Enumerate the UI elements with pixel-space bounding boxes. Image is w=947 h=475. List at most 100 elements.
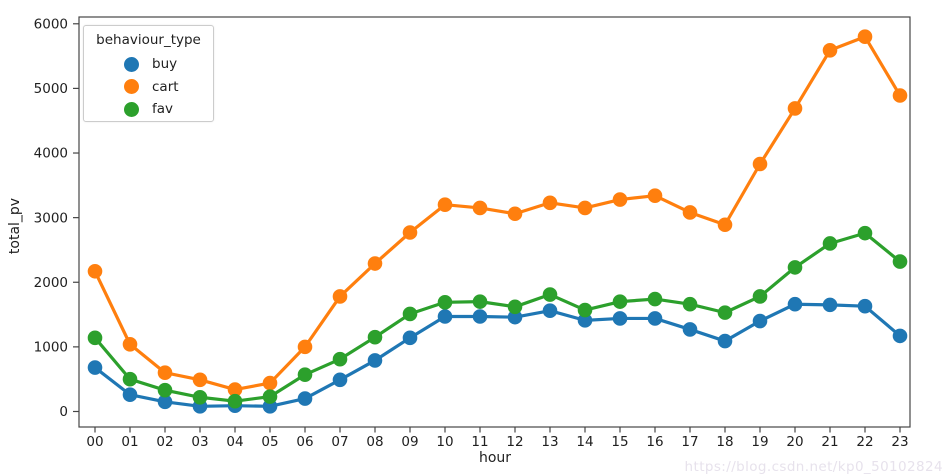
y-axis-label: total_pv [7, 197, 23, 255]
legend-item-cart: cart [84, 76, 213, 99]
point-fav-02 [157, 382, 173, 398]
x-tick-label: 22 [856, 434, 873, 450]
point-buy-02 [157, 394, 173, 410]
y-tick-label: 6000 [34, 16, 68, 32]
point-buy-07 [332, 372, 348, 388]
point-fav-08 [367, 329, 383, 345]
point-fav-05 [262, 389, 278, 404]
x-tick-label: 06 [296, 434, 313, 450]
point-cart-08 [367, 256, 383, 271]
x-tick-label: 21 [821, 434, 838, 450]
point-fav-16 [647, 291, 663, 307]
point-cart-16 [647, 188, 663, 203]
point-buy-20 [787, 296, 803, 312]
point-cart-05 [262, 375, 278, 391]
point-cart-09 [402, 225, 418, 240]
point-fav-11 [472, 294, 488, 309]
x-tick-label: 05 [261, 434, 278, 450]
point-fav-17 [682, 296, 698, 312]
point-cart-13 [542, 195, 558, 211]
x-tick-label: 04 [226, 434, 243, 450]
line-buy [93, 302, 902, 408]
point-buy-06 [297, 391, 313, 406]
legend-marker-buy [124, 56, 139, 72]
point-cart-15 [612, 192, 628, 207]
point-cart-17 [682, 205, 698, 220]
point-cart-20 [787, 101, 803, 116]
point-fav-15 [612, 294, 628, 309]
point-fav-07 [332, 351, 348, 367]
x-tick-label: 15 [611, 434, 628, 450]
legend-marker-fav [124, 101, 139, 117]
point-cart-18 [717, 217, 733, 233]
point-fav-06 [297, 367, 313, 382]
x-tick-label: 18 [716, 434, 733, 450]
point-cart-11 [472, 200, 488, 216]
point-cart-23 [892, 88, 908, 103]
x-tick-label: 20 [786, 434, 803, 450]
x-tick-label: 01 [121, 434, 138, 450]
point-buy-14 [577, 313, 593, 328]
watermark-text: https://blog.csdn.net/kp0_50102824 [684, 459, 943, 475]
point-buy-00 [87, 360, 103, 375]
x-tick-label: 12 [506, 434, 523, 450]
point-buy-21 [822, 297, 838, 313]
point-fav-01 [122, 371, 138, 387]
plot-border [78, 16, 911, 428]
x-tick-label: 09 [401, 434, 418, 450]
point-cart-04 [227, 382, 243, 397]
point-buy-11 [472, 309, 488, 324]
point-fav-21 [822, 236, 838, 251]
line-cart [93, 35, 902, 392]
y-tick-label: 3000 [34, 210, 68, 226]
point-buy-15 [612, 311, 628, 326]
point-buy-08 [367, 353, 383, 368]
x-tick-label: 16 [646, 434, 663, 450]
point-fav-22 [857, 225, 873, 241]
point-fav-19 [752, 289, 768, 304]
point-fav-00 [87, 330, 103, 346]
x-tick-label: 08 [366, 434, 383, 450]
point-buy-18 [717, 333, 733, 349]
point-buy-13 [542, 303, 558, 318]
point-buy-09 [402, 330, 418, 346]
point-buy-23 [892, 328, 908, 344]
point-cart-06 [297, 339, 313, 355]
point-fav-10 [437, 294, 453, 310]
legend-label-fav: fav [152, 101, 174, 118]
point-cart-21 [822, 42, 838, 58]
point-fav-13 [542, 287, 558, 302]
x-tick-label: 00 [86, 434, 103, 450]
point-fav-14 [577, 302, 593, 318]
legend-label-cart: cart [152, 78, 179, 95]
x-tick-label: 23 [891, 434, 908, 450]
point-cart-01 [122, 336, 138, 352]
legend-items: buy cart fav [84, 53, 213, 121]
point-buy-22 [857, 298, 873, 314]
point-cart-03 [192, 372, 208, 388]
point-buy-19 [752, 313, 768, 329]
y-tick-label: 2000 [34, 275, 68, 291]
legend-title: behaviour_type [96, 32, 201, 48]
point-fav-09 [402, 306, 418, 322]
point-buy-12 [507, 309, 523, 325]
point-buy-10 [437, 309, 453, 324]
x-tick-label: 19 [751, 434, 768, 450]
y-tick-label: 4000 [34, 146, 68, 162]
point-fav-18 [717, 305, 733, 320]
x-tick-label: 14 [576, 434, 593, 450]
point-fav-23 [892, 254, 908, 269]
x-tick-label: 10 [436, 434, 453, 450]
x-tick-label: 13 [541, 434, 558, 450]
point-fav-20 [787, 260, 803, 275]
x-axis-label: hour [478, 450, 512, 466]
legend-marker-cart [124, 79, 139, 95]
point-cart-22 [857, 29, 873, 45]
point-cart-02 [157, 365, 173, 381]
x-tick-label: 03 [191, 434, 208, 450]
point-fav-03 [192, 389, 208, 405]
point-buy-17 [682, 322, 698, 337]
point-fav-12 [507, 299, 523, 315]
